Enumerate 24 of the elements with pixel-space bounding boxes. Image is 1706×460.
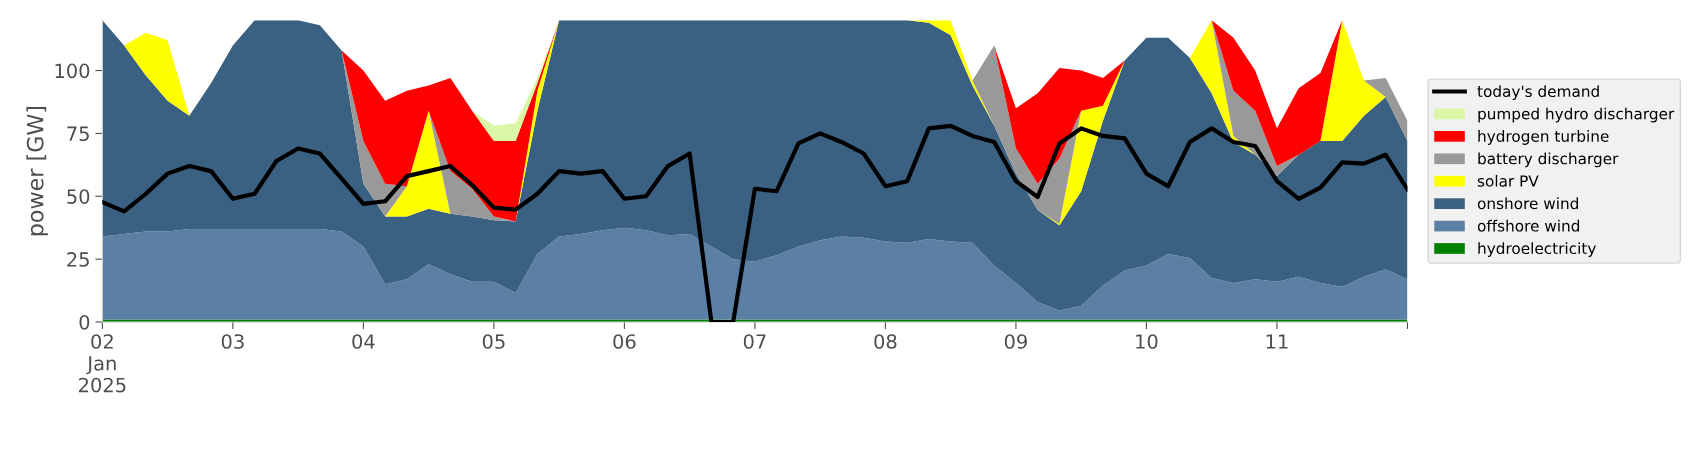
y-tick-label: 25: [67, 252, 89, 267]
legend-label: pumped hydro discharger: [1478, 107, 1675, 123]
x-tick-label: 11: [1266, 334, 1288, 349]
legend-label: today's demand: [1477, 85, 1599, 101]
legend-label: hydrogen turbine: [1478, 130, 1609, 145]
y-tick-label: 100: [55, 63, 90, 79]
x-tick-label: 09: [1004, 334, 1027, 349]
x-tick-label: 06: [613, 334, 636, 349]
x-tick-label: 04: [352, 334, 375, 349]
y-tick-label: 0: [79, 314, 90, 330]
y-axis-title: power [GW]: [26, 106, 48, 236]
y-tick-label: 75: [67, 126, 89, 142]
legend-label: onshore wind: [1477, 197, 1578, 210]
x-tick-label: 02 Jan 2025: [79, 334, 126, 393]
x-tick-label: 10: [1136, 334, 1158, 349]
x-tick-label: 03: [221, 334, 244, 349]
x-tick-label: 08: [874, 334, 897, 349]
x-tick-label: 07: [743, 334, 766, 349]
y-tick-label: 50: [67, 189, 90, 204]
legend-label: hydroelectricity: [1478, 242, 1596, 257]
legend-label: offshore wind: [1477, 219, 1580, 232]
legend-label: battery discharger: [1478, 152, 1619, 168]
legend-label: solar PV: [1477, 174, 1539, 187]
x-tick-label: 05: [482, 334, 505, 349]
